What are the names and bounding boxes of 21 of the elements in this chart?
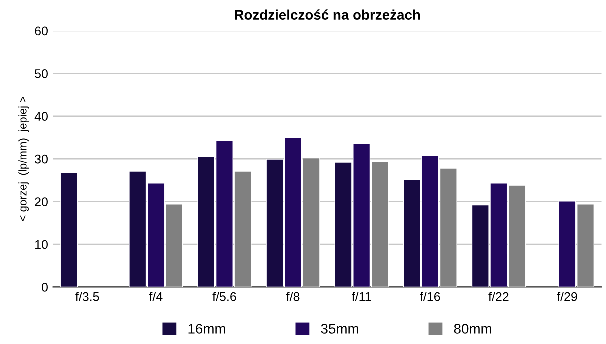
x-tick-label: f/8 bbox=[286, 292, 300, 302]
x-tick-label: f/16 bbox=[420, 292, 440, 302]
y-tick-label: 30 bbox=[35, 154, 48, 164]
x-tick-label: f/11 bbox=[352, 292, 372, 302]
x-tick-label: f/3.5 bbox=[76, 292, 100, 302]
legend-label: 16mm bbox=[188, 324, 226, 334]
y-tick-label: 40 bbox=[34, 112, 48, 122]
y-tick-label: 10 bbox=[36, 240, 48, 250]
y-tick-label: 0 bbox=[42, 283, 48, 292]
chart-title: Rozdzielczość na obrzeżach bbox=[235, 10, 420, 20]
y-tick-label: 60 bbox=[35, 26, 48, 36]
y-axis-title: < gorzej (lp/mm) jepiej > bbox=[18, 96, 30, 222]
x-tick-label: f/4 bbox=[149, 292, 163, 302]
y-tick-label: 20 bbox=[35, 198, 48, 206]
x-tick-label: f/22 bbox=[488, 292, 509, 302]
bar bbox=[60, 172, 78, 288]
x-tick-label: f/29 bbox=[557, 292, 578, 302]
legend-label: 35mm bbox=[321, 324, 358, 334]
x-tick-label: f/5.6 bbox=[212, 292, 236, 302]
legend-label: 80mm bbox=[454, 324, 492, 334]
y-tick-label: 50 bbox=[35, 69, 48, 78]
